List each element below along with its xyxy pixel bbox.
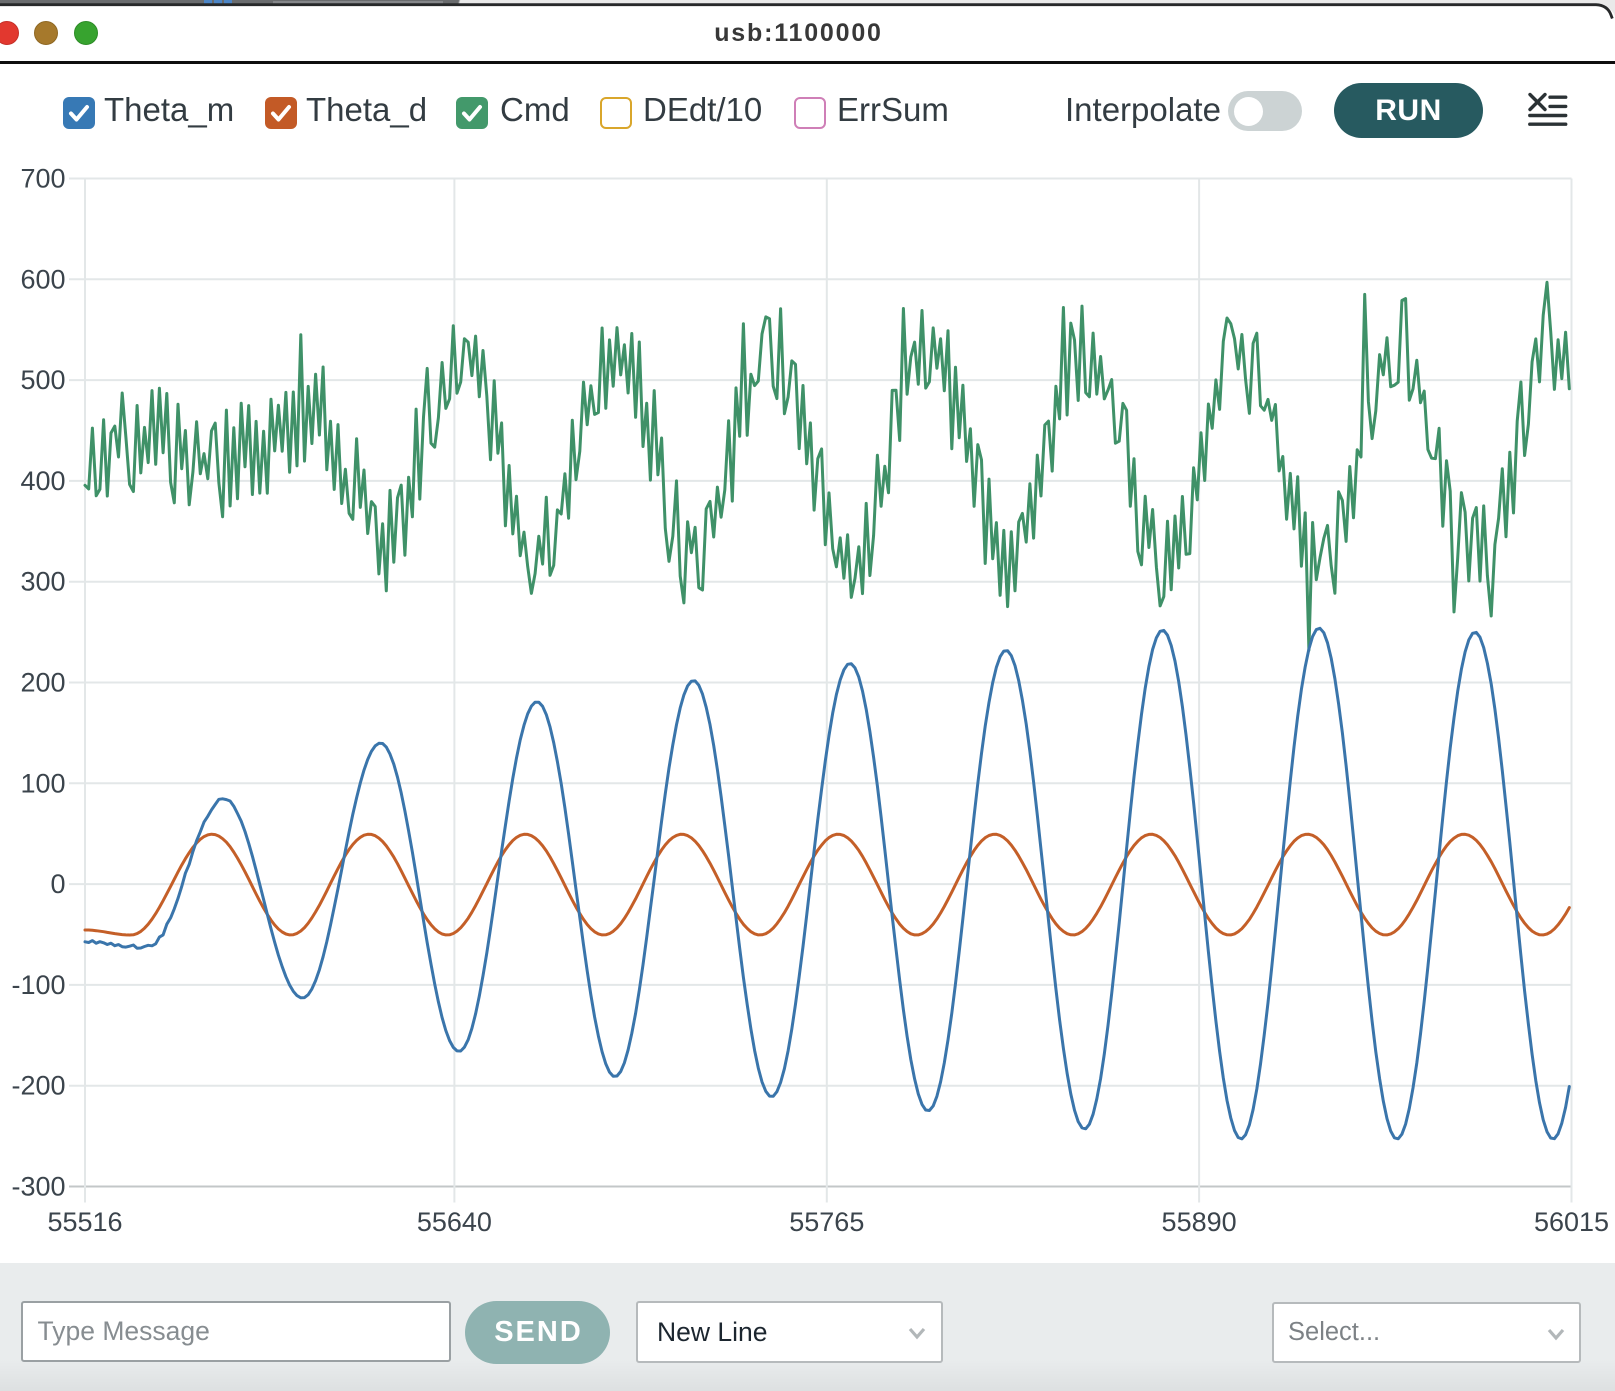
svg-text:0: 0 — [50, 869, 65, 899]
svg-text:-100: -100 — [11, 970, 65, 1000]
svg-text:-200: -200 — [11, 1071, 65, 1101]
svg-text:55516: 55516 — [47, 1207, 122, 1237]
svg-text:300: 300 — [20, 567, 65, 597]
svg-text:600: 600 — [20, 264, 65, 294]
svg-text:55890: 55890 — [1162, 1207, 1237, 1237]
svg-text:-300: -300 — [11, 1172, 65, 1202]
svg-text:200: 200 — [20, 668, 65, 698]
svg-text:56015: 56015 — [1534, 1207, 1609, 1237]
svg-text:55640: 55640 — [417, 1207, 492, 1237]
svg-text:55765: 55765 — [789, 1207, 864, 1237]
svg-text:700: 700 — [20, 164, 65, 194]
svg-text:100: 100 — [20, 768, 65, 798]
svg-text:500: 500 — [20, 365, 65, 395]
svg-text:400: 400 — [20, 466, 65, 496]
